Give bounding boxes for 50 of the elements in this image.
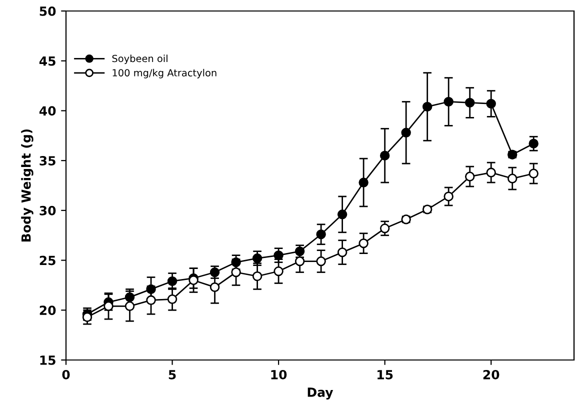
y-axis-title: Body Weight (g) xyxy=(21,129,34,242)
point xyxy=(210,282,220,292)
point xyxy=(358,178,368,188)
point xyxy=(401,128,411,138)
y-tick-label: 25 xyxy=(40,256,56,266)
point xyxy=(274,266,284,276)
point xyxy=(528,138,538,148)
x-tick-label: 20 xyxy=(483,370,500,380)
point xyxy=(252,271,262,282)
y-tick-label: 50 xyxy=(40,6,56,16)
point xyxy=(294,256,305,266)
x-tick-label: 5 xyxy=(168,370,176,380)
point xyxy=(464,172,475,182)
point xyxy=(316,230,326,240)
point xyxy=(104,301,114,312)
point xyxy=(124,292,135,302)
point xyxy=(380,224,390,234)
x-tick-label: 0 xyxy=(62,370,70,380)
point xyxy=(146,295,156,306)
y-tick-label: 45 xyxy=(39,56,56,66)
y-tick-label: 35 xyxy=(40,156,56,166)
point xyxy=(316,256,326,266)
point xyxy=(422,102,432,112)
point xyxy=(464,98,475,108)
y-tick-label: 30 xyxy=(40,206,56,216)
x-tick-label: 15 xyxy=(378,370,393,380)
point xyxy=(486,168,496,178)
legend-label: 100 mg/kg Atractylon xyxy=(112,68,216,78)
point xyxy=(124,301,135,312)
x-tick-label: 10 xyxy=(271,370,287,380)
point xyxy=(444,192,454,202)
point xyxy=(528,168,538,178)
point xyxy=(337,247,348,258)
y-tick-label: 15 xyxy=(40,356,56,365)
point xyxy=(231,257,241,268)
point xyxy=(231,267,241,278)
point xyxy=(82,312,92,322)
x-axis-title: Day xyxy=(308,388,334,400)
point xyxy=(380,150,390,160)
legend-label: Soybeen oil xyxy=(112,54,168,64)
point xyxy=(444,96,454,107)
point xyxy=(337,210,348,220)
point xyxy=(486,98,496,109)
point xyxy=(167,294,178,304)
y-tick-label: 40 xyxy=(39,106,56,116)
point xyxy=(508,174,518,184)
point xyxy=(358,238,368,248)
y-tick-label: 20 xyxy=(40,306,56,316)
point xyxy=(146,284,156,294)
point xyxy=(167,276,178,286)
